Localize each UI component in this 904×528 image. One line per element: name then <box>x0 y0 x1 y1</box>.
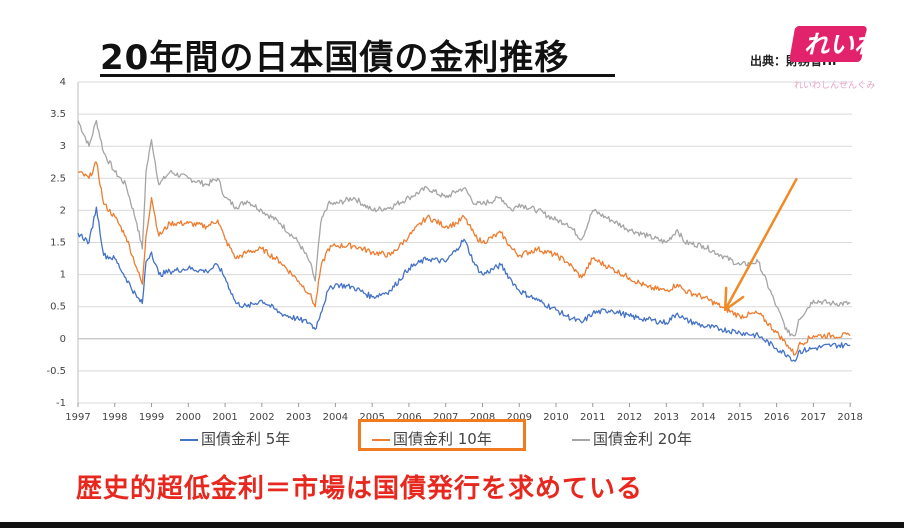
title-underline <box>100 74 615 77</box>
y-tick-label: 0 <box>60 334 66 345</box>
x-tick-label: 2001 <box>212 412 237 423</box>
x-tick-label: 2006 <box>396 412 421 423</box>
logo: れいわ れいわしんせんぐみ <box>790 26 881 91</box>
series-line-2 <box>77 119 851 337</box>
x-axis: 1997 1998 1999 2000 2001 2002 2003 2004 2005 2006… <box>65 403 863 423</box>
legend-swatch-5y <box>180 438 198 441</box>
y-tick-label: 1 <box>60 270 66 281</box>
x-tick-label: 2010 <box>543 412 568 423</box>
arrow-head <box>723 286 745 312</box>
y-tick-label: -0.5 <box>46 366 66 377</box>
logo-subtext: れいわしんせんぐみ <box>794 80 875 91</box>
conclusion-text: 歴史的超低金利＝市場は国債発行を求めている <box>76 474 644 504</box>
x-tick-label: 2017 <box>801 412 826 423</box>
x-tick-label: 2013 <box>654 412 679 423</box>
legend-swatch-20y <box>572 438 590 441</box>
series-lines <box>77 119 851 362</box>
y-tick-label: 0.5 <box>50 302 66 313</box>
x-tick-label: 2003 <box>286 412 311 423</box>
x-tick-label: 2000 <box>176 412 201 423</box>
x-tick-label: 1998 <box>102 412 127 423</box>
legend-label-10y: 国債金利 10年 <box>393 430 492 448</box>
x-tick-label: 2012 <box>617 412 642 423</box>
x-tick-label: 2014 <box>690 412 715 423</box>
x-tick-label: 2007 <box>433 412 458 423</box>
x-tick-label: 2009 <box>507 412 532 423</box>
x-tick-label: 2018 <box>837 412 862 423</box>
x-tick-label: 1999 <box>139 412 164 423</box>
y-tick-label: 2 <box>60 205 66 216</box>
y-axis: -1 -0.5 0 0.5 1 1.5 2 2.5 3 3.5 4 <box>46 77 66 409</box>
x-tick-label: 2004 <box>323 412 348 423</box>
logo-text: れいわ <box>804 30 881 59</box>
y-tick-label: 3.5 <box>50 109 66 120</box>
bottom-bar <box>0 522 904 528</box>
legend-highlight-box <box>358 419 526 451</box>
legend-item-5y: 国債金利 5年 <box>180 428 290 449</box>
x-tick-label: 1997 <box>65 412 90 423</box>
x-tick-label: 2011 <box>580 412 605 423</box>
legend-item-10y: 国債金利 10年 <box>372 428 492 449</box>
legend-item-20y: 国債金利 20年 <box>572 428 692 449</box>
page-title: 20年間の日本国債の金利推移 <box>100 38 570 78</box>
arrow-shaft <box>724 177 798 311</box>
x-tick-label: 2005 <box>359 412 384 423</box>
y-tick-label: 4 <box>60 77 66 88</box>
y-tick-label: -1 <box>56 398 66 409</box>
y-tick-label: 3 <box>60 141 66 152</box>
legend-label-20y: 国債金利 20年 <box>593 430 692 448</box>
annotation-arrow <box>723 177 798 312</box>
legend-label-5y: 国債金利 5年 <box>201 430 291 448</box>
y-tick-label: 1.5 <box>50 238 66 249</box>
chart-legend: 国債金利 5年 国債金利 10年 国債金利 20年 <box>180 419 740 452</box>
series-line-0 <box>77 206 851 362</box>
series-line-1 <box>77 161 851 356</box>
x-tick-label: 2016 <box>764 412 789 423</box>
y-tick-label: 2.5 <box>50 173 66 184</box>
x-tick-label: 2008 <box>470 412 495 423</box>
chart-grid <box>77 81 852 404</box>
legend-swatch-10y <box>372 438 390 441</box>
logo-badge <box>790 26 867 62</box>
x-tick-label: 2015 <box>727 412 752 423</box>
x-tick-label: 2002 <box>249 412 274 423</box>
